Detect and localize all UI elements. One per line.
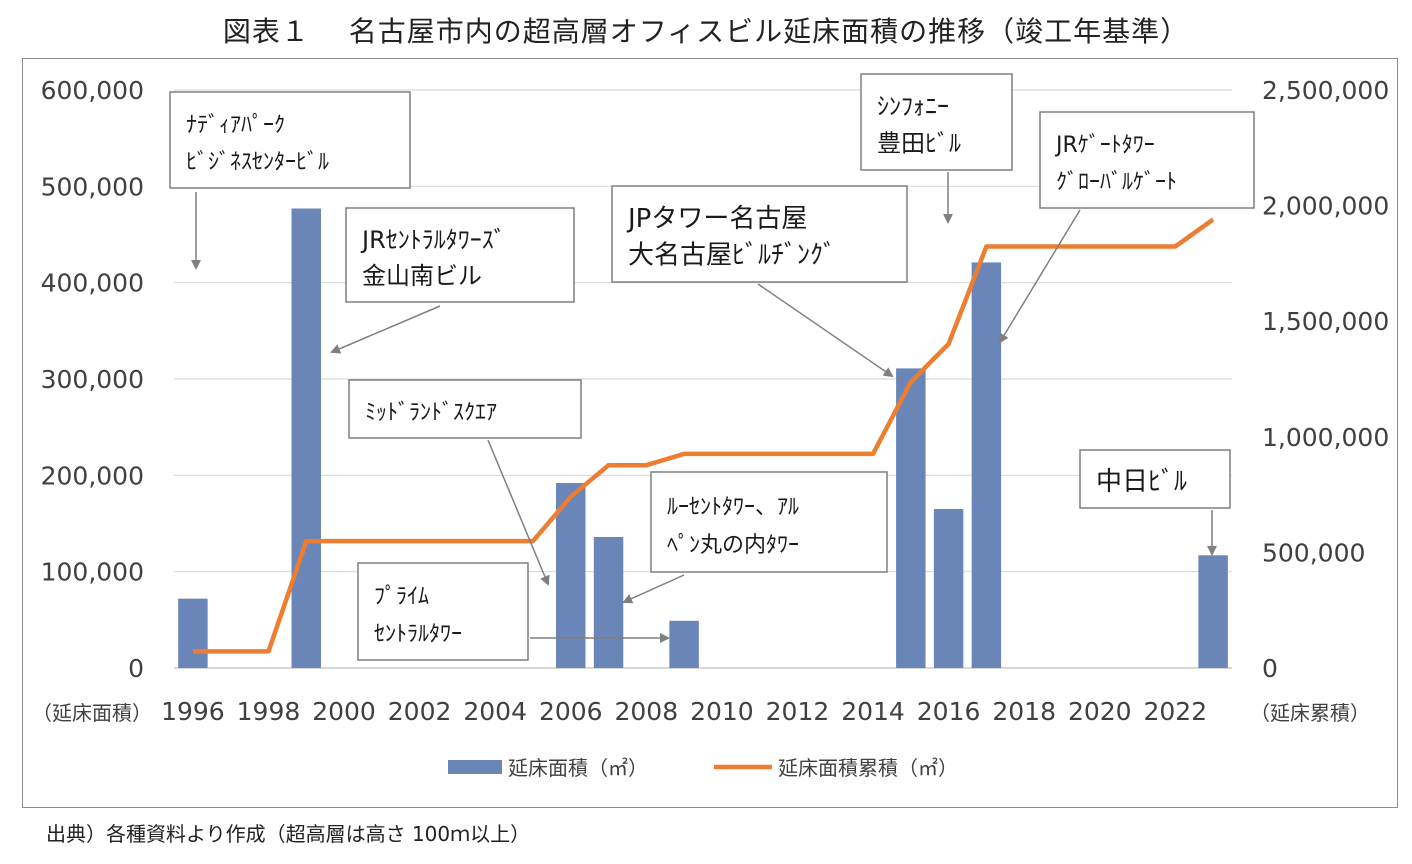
callout: ﾌﾟﾗｲﾑ ｾﾝﾄﾗﾙﾀﾜｰ bbox=[357, 562, 670, 661]
x-tick-label: 2002 bbox=[388, 697, 452, 726]
callout-box bbox=[860, 73, 1013, 171]
callout-text: ﾙｰｾﾝﾄﾀﾜｰ、ｱﾙ bbox=[667, 495, 799, 520]
callout-text: ﾅﾃﾞｨｱﾊﾟｰｸ bbox=[186, 113, 285, 138]
y-left-tick-label: 600,000 bbox=[41, 76, 144, 105]
callout: ﾅﾃﾞｨｱﾊﾟｰｸ ﾋﾞｼﾞﾈｽｾﾝﾀｰﾋﾞﾙ bbox=[169, 91, 411, 270]
callout: 中日ﾋﾞﾙ bbox=[1079, 449, 1231, 556]
callout-box bbox=[1079, 449, 1231, 509]
bar bbox=[593, 536, 624, 668]
callout-box bbox=[1039, 111, 1255, 209]
x-tick-label: 2012 bbox=[766, 697, 830, 726]
callout-text: ﾋﾞｼﾞﾈｽｾﾝﾀｰﾋﾞﾙ bbox=[186, 150, 329, 175]
y-right-tick-label: 2,000,000 bbox=[1262, 192, 1389, 221]
callout-arrow bbox=[622, 574, 685, 604]
callout-text: 中日ﾋﾞﾙ bbox=[1096, 467, 1187, 497]
bar bbox=[291, 208, 321, 669]
x-tick-label: 2004 bbox=[463, 697, 527, 726]
cumulative-line bbox=[192, 217, 1215, 654]
y-right-tick-label: 1,000,000 bbox=[1262, 423, 1389, 452]
bar bbox=[669, 620, 699, 668]
x-tick-label: 1996 bbox=[161, 697, 225, 726]
callout-text: JRｹﾞｰﾄﾀﾜｰ bbox=[1054, 133, 1155, 158]
bar bbox=[178, 598, 208, 668]
callout-arrow bbox=[330, 305, 441, 354]
annotations: ﾅﾃﾞｨｱﾊﾟｰｸ ﾋﾞｼﾞﾈｽｾﾝﾀｰﾋﾞﾙ JRｾﾝﾄﾗﾙﾀﾜｰｽﾞ 金山南ビル ﾐ… bbox=[169, 73, 1255, 661]
x-tick-label: 2010 bbox=[690, 697, 754, 726]
x-tick-label: 2008 bbox=[615, 697, 679, 726]
chart-title: 図表１ 名古屋市内の超高層オフィスビル延床面積の推移（竣工年基準） bbox=[222, 15, 1190, 48]
callout-text: ｾﾝﾄﾗﾙﾀﾜｰ bbox=[374, 622, 462, 647]
bar-series bbox=[178, 208, 1228, 669]
callout-text: ﾌﾟﾗｲﾑ bbox=[374, 585, 429, 610]
x-tick-label: 2020 bbox=[1068, 697, 1132, 726]
x-tick-label: 2022 bbox=[1144, 697, 1208, 726]
legend-label-bar: 延床面積（㎡） bbox=[508, 756, 648, 780]
callout-box bbox=[348, 379, 582, 439]
callout-box bbox=[345, 207, 575, 303]
callout-text: ｼﾝﾌｫﾆｰ bbox=[877, 93, 949, 121]
x-tick-label: 2016 bbox=[917, 697, 981, 726]
axes: 0 100,000 200,000 300,000 400,000 500,000 600,… bbox=[32, 76, 1389, 726]
y-left-axis-label: （延床面積） bbox=[32, 701, 152, 725]
callout-text: ｸﾞﾛｰﾊﾞﾙｹﾞｰﾄ bbox=[1056, 170, 1177, 195]
x-tick-label: 2000 bbox=[312, 697, 376, 726]
callout-box bbox=[357, 562, 529, 661]
callout-arrow bbox=[998, 209, 1081, 344]
x-tick-label: 2014 bbox=[841, 697, 905, 726]
source-note: 出典）各種資料より作成（超高層は高さ 100ｍ以上） bbox=[46, 822, 531, 846]
bar bbox=[1198, 555, 1228, 668]
callout-arrow bbox=[487, 439, 550, 586]
callout-arrow bbox=[757, 283, 894, 378]
y-right-tick-label: 1,500,000 bbox=[1262, 307, 1389, 336]
x-tick-label: 2006 bbox=[539, 697, 603, 726]
callout-text: JPタワー名古屋 bbox=[626, 204, 807, 234]
callout: JRｹﾞｰﾄﾀﾜｰ ｸﾞﾛｰﾊﾞﾙｹﾞｰﾄ bbox=[998, 111, 1255, 344]
callout-text: 豊田ﾋﾞﾙ bbox=[877, 129, 961, 157]
callout-text: 金山南ビル bbox=[362, 262, 482, 290]
y-left-tick-label: 500,000 bbox=[41, 172, 144, 201]
callout-box bbox=[169, 91, 411, 189]
legend-swatch-bar bbox=[448, 760, 502, 774]
line-series bbox=[192, 217, 1215, 654]
y-left-tick-label: 0 bbox=[128, 654, 144, 683]
chart-frame bbox=[22, 58, 1398, 808]
legend-label-line: 延床面積累積（㎡） bbox=[778, 756, 958, 780]
y-right-tick-label: 0 bbox=[1262, 654, 1278, 683]
callout-text: 大名古屋ﾋﾞﾙﾁﾞﾝｸﾞ bbox=[628, 241, 836, 271]
y-left-tick-label: 400,000 bbox=[41, 269, 144, 298]
y-left-tick-label: 300,000 bbox=[41, 365, 144, 394]
y-right-axis-label: （延床累積） bbox=[1250, 701, 1370, 725]
x-tick-label: 2018 bbox=[992, 697, 1056, 726]
callout: ﾙｰｾﾝﾄﾀﾜｰ、ｱﾙ ﾍﾟﾝ丸の内ﾀﾜｰ bbox=[622, 471, 888, 604]
callout: ﾐｯﾄﾞﾗﾝﾄﾞｽｸｴｱ bbox=[348, 379, 582, 586]
callout-text: ﾍﾟﾝ丸の内ﾀﾜｰ bbox=[667, 533, 799, 558]
callout-text: ﾐｯﾄﾞﾗﾝﾄﾞｽｸｴｱ bbox=[365, 401, 497, 426]
y-right-tick-label: 500,000 bbox=[1262, 538, 1365, 567]
bar bbox=[556, 483, 586, 668]
bar bbox=[971, 262, 1002, 668]
bar bbox=[896, 368, 926, 668]
callout-text: JRｾﾝﾄﾗﾙﾀﾜｰｽﾞ bbox=[360, 226, 506, 254]
callout-box bbox=[611, 185, 908, 283]
callout-box bbox=[650, 471, 888, 573]
y-right-tick-label: 2,500,000 bbox=[1262, 76, 1389, 105]
x-tick-label: 1998 bbox=[237, 697, 301, 726]
legend: 延床面積（㎡） 延床面積累積（㎡） bbox=[448, 756, 958, 780]
y-left-tick-label: 100,000 bbox=[41, 558, 144, 587]
bar bbox=[933, 509, 964, 668]
callout: JRｾﾝﾄﾗﾙﾀﾜｰｽﾞ 金山南ビル bbox=[330, 207, 575, 354]
callout: ｼﾝﾌｫﾆｰ 豊田ﾋﾞﾙ bbox=[860, 73, 1013, 224]
y-left-tick-label: 200,000 bbox=[41, 461, 144, 490]
